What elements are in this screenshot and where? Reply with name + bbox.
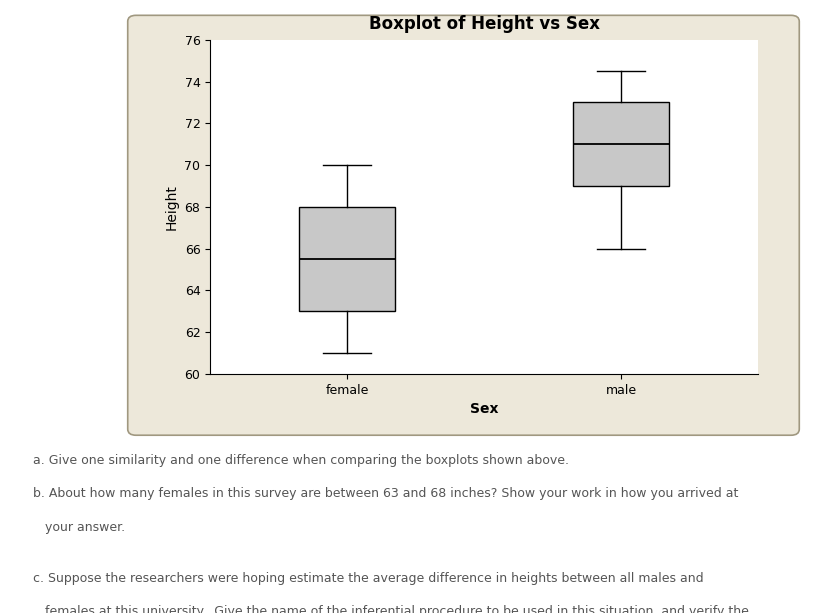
Text: your answer.: your answer.	[33, 521, 125, 534]
Title: Boxplot of Height vs Sex: Boxplot of Height vs Sex	[368, 15, 600, 32]
Text: a. Give one similarity and one difference when comparing the boxplots shown abov: a. Give one similarity and one differenc…	[33, 454, 569, 466]
PathPatch shape	[299, 207, 395, 311]
Text: females at this university.  Give the name of the inferential procedure to be us: females at this university. Give the nam…	[33, 605, 749, 613]
Text: b. About how many females in this survey are between 63 and 68 inches? Show your: b. About how many females in this survey…	[33, 487, 738, 500]
Text: c. Suppose the researchers were hoping estimate the average difference in height: c. Suppose the researchers were hoping e…	[33, 571, 704, 585]
Y-axis label: Height: Height	[165, 184, 179, 230]
PathPatch shape	[574, 102, 669, 186]
X-axis label: Sex: Sex	[470, 402, 499, 416]
